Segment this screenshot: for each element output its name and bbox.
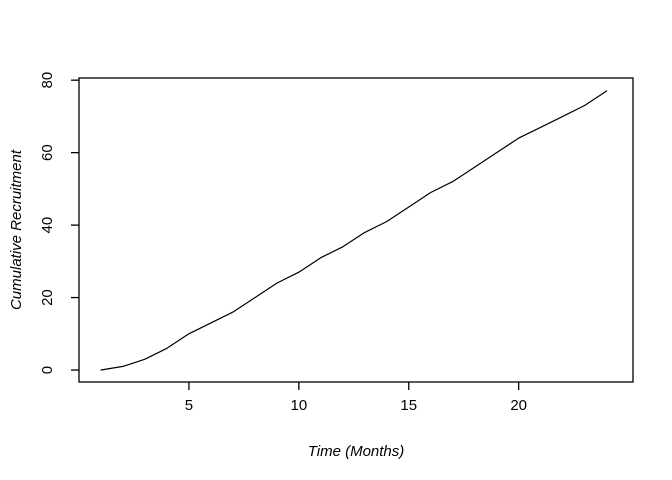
x-tick-label: 20 — [510, 397, 527, 414]
y-tick-label: 80 — [39, 72, 56, 89]
y-axis: 0 20 40 60 80 — [39, 72, 79, 374]
x-tick-label: 15 — [400, 397, 417, 414]
y-tick-label: 20 — [39, 289, 56, 306]
x-tick-label: 5 — [185, 397, 193, 414]
x-axis: 5 10 15 20 — [185, 382, 527, 414]
y-tick-label: 40 — [39, 217, 56, 234]
cumulative-recruitment-line — [100, 90, 608, 371]
y-tick-label: 0 — [39, 366, 56, 374]
y-tick-label: 60 — [39, 144, 56, 161]
plot-box — [78, 77, 634, 383]
x-axis-label: Time (Months) — [308, 443, 405, 460]
y-axis-label: Cumulative Recruitment — [8, 149, 25, 310]
x-tick-label: 10 — [290, 397, 307, 414]
